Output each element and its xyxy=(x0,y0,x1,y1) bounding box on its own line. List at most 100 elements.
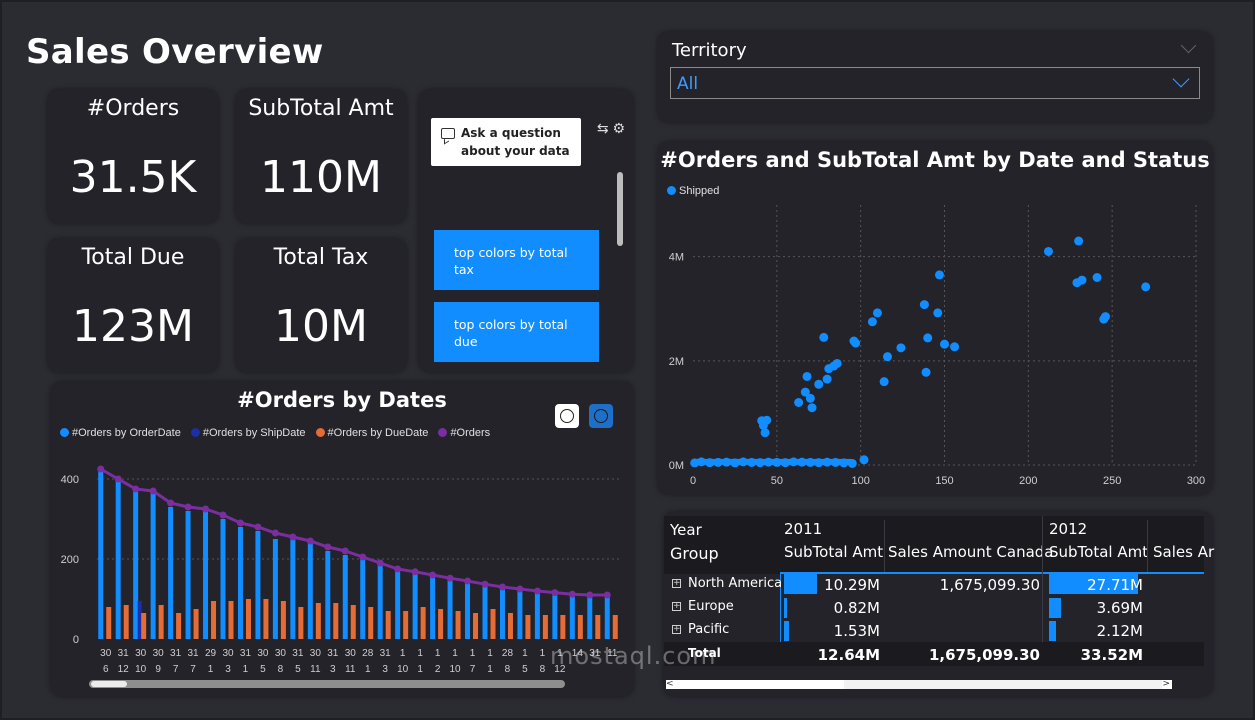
bar xyxy=(185,511,191,639)
x-tick-label: 200 xyxy=(1019,475,1037,487)
bar xyxy=(150,491,156,639)
kpi-card-orders[interactable]: #Orders 31.5K xyxy=(48,90,218,223)
scatter-point xyxy=(772,457,782,467)
bar xyxy=(552,593,558,639)
scatter-point xyxy=(1141,282,1151,292)
scatter-point xyxy=(919,300,929,310)
scroll-left-icon[interactable]: < xyxy=(666,679,674,689)
x-tick-label: 31 xyxy=(589,648,601,659)
toggle-on-button[interactable] xyxy=(589,404,613,428)
legend-dot xyxy=(667,186,676,195)
legend-item[interactable]: #Orders by OrderDate xyxy=(60,427,181,439)
x-tick-label: 30 xyxy=(100,648,112,659)
cell-value: 1,675,099.30 xyxy=(939,576,1040,594)
x-tick-label: 10 xyxy=(450,664,462,675)
convert-visual-icon[interactable]: ⇆ xyxy=(596,120,609,136)
bar xyxy=(385,611,391,639)
scatter-point xyxy=(896,343,906,353)
scatter-point xyxy=(822,457,832,467)
column-header[interactable]: SubTotal Amt xyxy=(1049,543,1149,561)
scatter-point xyxy=(797,457,807,467)
horizontal-scrollbar[interactable] xyxy=(89,680,565,688)
line-point xyxy=(568,590,576,598)
line-point xyxy=(149,487,157,495)
scatter-point xyxy=(832,358,842,368)
y-tick-label: 0 xyxy=(73,634,79,646)
gear-icon[interactable]: ⚙ xyxy=(612,120,625,136)
scatter-point xyxy=(805,457,815,467)
bar xyxy=(430,575,436,639)
chevron-down-icon[interactable] xyxy=(1180,37,1197,54)
kpi-label: SubTotal Amt xyxy=(248,96,394,121)
territory-dropdown[interactable]: All xyxy=(670,67,1200,99)
kpi-card-total-tax[interactable]: Total Tax 10M xyxy=(236,239,406,372)
expand-icon[interactable]: + xyxy=(672,578,681,588)
chart-legend: Shipped xyxy=(667,185,719,197)
qa-visual[interactable]: Ask a question about your data ⇆ ⚙ top c… xyxy=(419,90,633,372)
cell-value: 1.53M xyxy=(833,622,880,640)
x-tick-label: 150 xyxy=(935,475,953,487)
x-tick-label: 1 xyxy=(540,648,546,659)
qa-input[interactable]: Ask a question about your data xyxy=(431,118,581,166)
line-point xyxy=(219,511,227,519)
bar xyxy=(455,611,461,639)
page-title: Sales Overview xyxy=(26,32,324,72)
kpi-label: Total Tax xyxy=(273,245,369,270)
kpi-card-total-due[interactable]: Total Due 123M xyxy=(48,239,218,372)
scatter-point xyxy=(940,339,949,349)
x-tick-label: 30 xyxy=(222,648,234,659)
kpi-card-subtotal[interactable]: SubTotal Amt 110M xyxy=(236,90,406,223)
scatter-point xyxy=(879,377,889,387)
legend-dot xyxy=(190,428,200,437)
scatter-point xyxy=(722,457,732,467)
expand-icon[interactable]: + xyxy=(672,624,681,634)
x-tick-label: 30 xyxy=(275,648,287,659)
suggestion-button[interactable]: top colors by total due xyxy=(434,302,599,362)
bar xyxy=(595,615,601,639)
x-tick-label: 2 xyxy=(435,664,441,675)
bar xyxy=(255,531,261,639)
line-series xyxy=(99,467,608,597)
legend-label: #Orders by DueDate xyxy=(327,427,429,439)
kpi-label: Total Due xyxy=(81,245,185,270)
bar xyxy=(193,609,199,639)
x-tick-label: 0 xyxy=(690,475,696,487)
line-point xyxy=(236,519,244,527)
territory-slicer[interactable]: Territory All xyxy=(658,32,1212,122)
column-header[interactable]: Sales Amount Canada xyxy=(888,543,1054,561)
data-bar xyxy=(1049,574,1138,594)
scatter-point xyxy=(762,415,772,425)
scatter-point xyxy=(696,457,706,467)
scroll-right-icon[interactable]: > xyxy=(1162,679,1170,689)
bar xyxy=(412,573,418,639)
circle-icon xyxy=(594,409,608,423)
scatter-chart: #Orders and SubTotal Amt by Date and Sta… xyxy=(658,142,1212,494)
cell-value: 2.12M xyxy=(1096,622,1143,640)
line-point xyxy=(586,591,594,599)
expand-icon[interactable]: + xyxy=(672,601,681,611)
kpi-value: 110M xyxy=(260,152,382,203)
line-point xyxy=(114,475,122,483)
line-point xyxy=(376,559,384,567)
bar xyxy=(490,609,496,639)
x-tick-label: 1 xyxy=(243,664,249,675)
horizontal-scrollbar[interactable]: < > xyxy=(666,679,1172,689)
column-header[interactable]: Sales Ar xyxy=(1153,543,1215,561)
legend-item[interactable]: #Orders xyxy=(438,427,490,439)
legend-item[interactable]: #Orders by ShipDate xyxy=(190,427,306,439)
suggestion-button[interactable]: top colors by total tax xyxy=(434,230,599,290)
cell-value: 27.71M xyxy=(1087,576,1143,594)
cell-value: 10.29M xyxy=(824,576,880,594)
scatter-point xyxy=(872,308,882,318)
kpi-value: 10M xyxy=(274,301,368,352)
total-row-bg xyxy=(664,642,1204,666)
scrollbar[interactable] xyxy=(617,172,623,246)
legend-item[interactable]: #Orders by DueDate xyxy=(315,427,429,439)
chevron-down-icon[interactable] xyxy=(1172,70,1190,88)
legend-item[interactable]: Shipped xyxy=(667,185,719,197)
scroll-thumb[interactable] xyxy=(91,681,127,687)
x-tick-label: 5 xyxy=(522,664,528,675)
column-header[interactable]: SubTotal Amt xyxy=(784,543,884,561)
toggle-off-button[interactable] xyxy=(555,404,579,428)
